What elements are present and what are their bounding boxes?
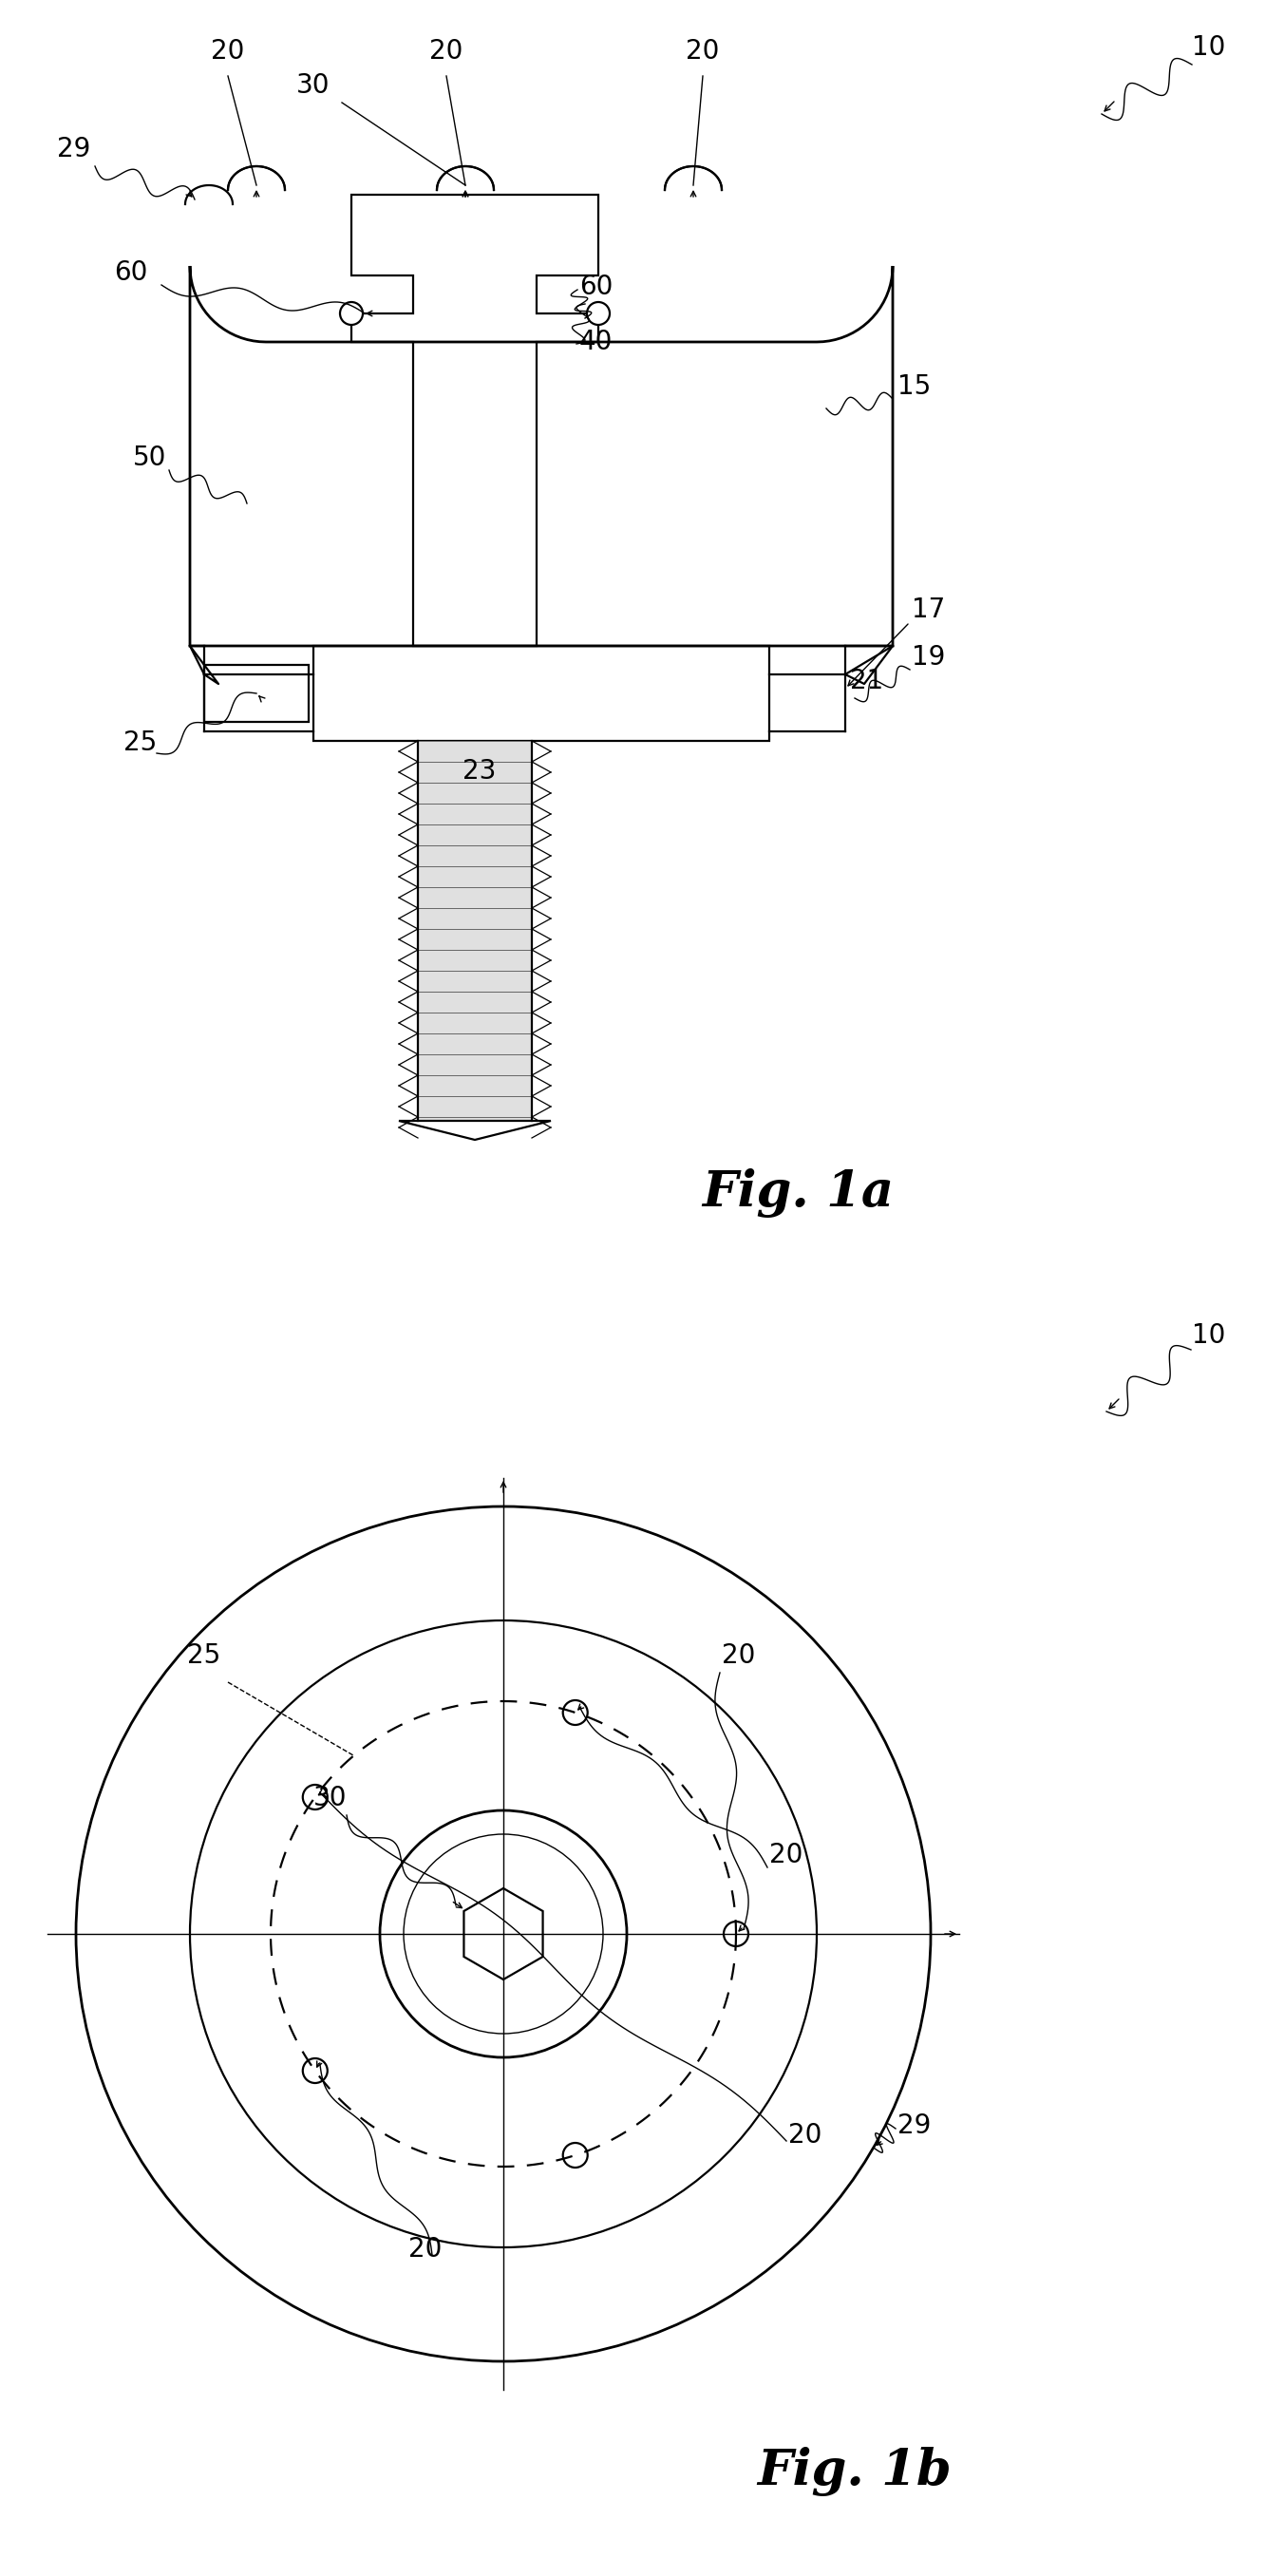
Text: 10: 10 bbox=[1192, 33, 1225, 62]
Text: 20: 20 bbox=[686, 39, 719, 64]
Text: 20: 20 bbox=[211, 39, 245, 64]
Text: 20: 20 bbox=[430, 39, 464, 64]
Text: 50: 50 bbox=[132, 446, 166, 471]
Text: 29: 29 bbox=[898, 2112, 931, 2138]
Text: 60: 60 bbox=[113, 260, 148, 286]
Bar bbox=[204, 665, 308, 721]
Text: 15: 15 bbox=[898, 374, 931, 399]
Text: 30: 30 bbox=[313, 1785, 347, 1811]
Text: 20: 20 bbox=[769, 1842, 802, 1868]
Text: 23: 23 bbox=[462, 757, 497, 786]
Text: 40: 40 bbox=[579, 330, 612, 355]
Circle shape bbox=[587, 301, 610, 325]
Text: 20: 20 bbox=[788, 2123, 822, 2148]
Text: 29: 29 bbox=[56, 137, 91, 162]
Text: Fig. 1b: Fig. 1b bbox=[758, 2447, 951, 2496]
Text: 20: 20 bbox=[722, 1643, 755, 1669]
Text: 60: 60 bbox=[579, 273, 612, 301]
Text: 25: 25 bbox=[123, 729, 157, 757]
Text: Fig. 1a: Fig. 1a bbox=[702, 1170, 894, 1218]
Bar bbox=[417, 742, 532, 1121]
Text: 25: 25 bbox=[187, 1643, 221, 1669]
Circle shape bbox=[340, 301, 363, 325]
Text: 20: 20 bbox=[408, 2236, 442, 2262]
Text: 30: 30 bbox=[297, 72, 330, 98]
Text: 10: 10 bbox=[1192, 1321, 1225, 1350]
Text: 17: 17 bbox=[912, 598, 945, 623]
Bar bbox=[313, 647, 769, 742]
Text: 21: 21 bbox=[850, 667, 883, 696]
Text: 19: 19 bbox=[912, 644, 945, 670]
